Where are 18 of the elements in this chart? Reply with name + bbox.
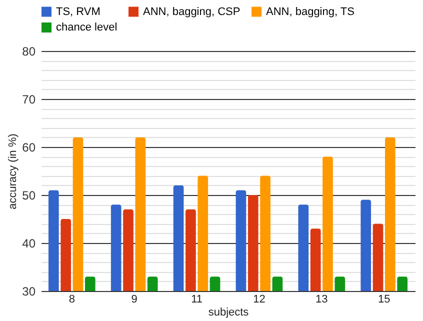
- legend-label: ANN, bagging, TS: [266, 6, 354, 18]
- y-tick-label: 80: [22, 44, 36, 58]
- x-tick-label: 12: [253, 294, 266, 306]
- x-tick-label: 15: [378, 294, 390, 306]
- legend-label: TS, RVM: [56, 6, 100, 18]
- y-tick-label: 70: [22, 92, 36, 106]
- x-tick-label: 13: [316, 294, 328, 306]
- legend-label: chance level: [56, 22, 118, 34]
- legend-label: ANN, bagging, CSP: [143, 6, 240, 18]
- x-tick-label: 11: [191, 294, 202, 306]
- x-tick-label: 9: [131, 294, 138, 306]
- y-tick-label: 30: [22, 284, 36, 298]
- x-axis-title: subjects: [208, 306, 250, 318]
- x-tick-label: 8: [68, 294, 75, 306]
- y-tick-label: 40: [22, 236, 36, 250]
- y-axis-title: accuracy (in %): [7, 134, 20, 210]
- y-tick-label: 50: [22, 188, 36, 202]
- y-tick-label: 60: [22, 140, 36, 154]
